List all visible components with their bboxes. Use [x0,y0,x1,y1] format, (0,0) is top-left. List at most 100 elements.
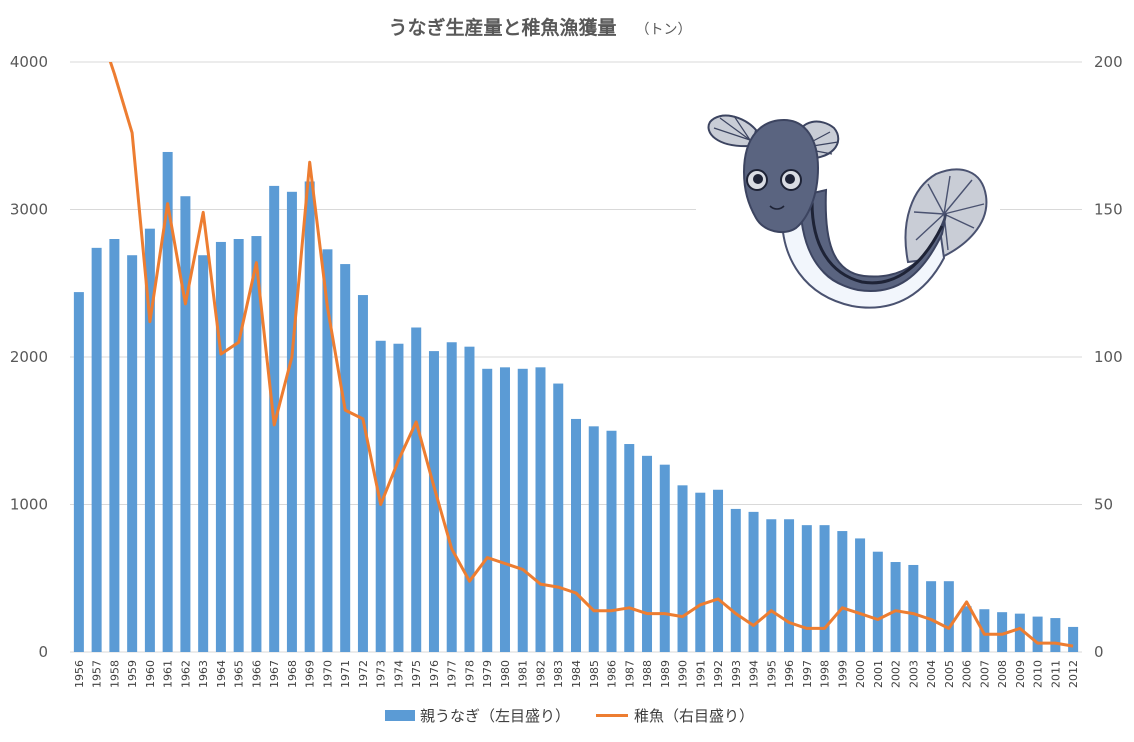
bar-1995 [766,519,777,652]
x-tick-label: 2010 [1032,660,1045,688]
x-tick-label: 1986 [606,660,619,688]
y-left-tick-label: 3000 [10,201,48,219]
bar-1992 [713,489,724,652]
bar-1970 [322,249,333,652]
x-tick-label: 1975 [410,660,423,688]
bar-1957 [91,247,102,652]
bar-1994 [748,511,759,652]
bar-1958 [109,239,120,652]
bar-1997 [801,525,812,652]
bar-1985 [588,426,599,652]
x-tick-label: 1972 [357,660,370,688]
x-tick-label: 1960 [144,660,157,688]
x-tick-label: 1996 [783,660,796,688]
bar-2000 [855,538,866,652]
bar-1969 [304,181,315,652]
bar-2002 [890,562,901,652]
bar-2001 [872,551,883,652]
x-tick-label: 1978 [463,660,476,688]
x-tick-label: 2008 [996,660,1009,688]
x-tick-label: 1993 [730,660,743,688]
legend: 親うなぎ（左目盛り） 稚魚（右目盛り） [385,707,754,725]
x-tick-label: 1985 [588,660,601,688]
eel-illustration [696,98,1000,326]
legend-label-line: 稚魚（右目盛り） [634,707,754,725]
chart-title-main: うなぎ生産量と稚魚漁獲量 [388,16,616,39]
x-tick-label: 2000 [854,660,867,688]
x-tick-label: 1988 [641,660,654,688]
bar-1976 [428,351,439,652]
y-axis-left: 0 1000 2000 3000 4000 [10,53,48,661]
y-left-tick-label: 4000 [10,53,48,71]
x-tick-label: 2005 [943,660,956,688]
x-tick-label: 2001 [872,660,885,688]
bar-1979 [482,368,493,652]
x-tick-label: 1999 [836,660,849,688]
bar-series-parent-eel [73,151,1079,653]
x-tick-label: 2009 [1014,660,1027,688]
eel-dorsal-line [810,201,944,285]
line-series-elvers [108,62,1074,648]
x-tick-label: 1983 [552,660,565,688]
x-tick-label: 1968 [286,660,299,688]
bar-1973 [375,340,386,652]
x-tick-label: 2007 [978,660,991,688]
x-tick-label: 2011 [1049,660,1062,688]
bar-1993 [730,508,741,652]
bar-1983 [553,383,564,652]
y-right-tick-label: 0 [1094,643,1104,661]
x-tick-label: 1966 [250,660,263,688]
bar-1980 [499,367,510,652]
x-tick-label: 1958 [108,660,121,688]
bar-1965 [233,239,244,652]
x-tick-label: 1979 [481,660,494,688]
x-tick-label: 1957 [91,660,104,688]
x-tick-label: 1992 [712,660,725,688]
x-tick-label: 2012 [1067,660,1080,688]
x-tick-label: 1982 [534,660,547,688]
bar-1956 [73,292,84,652]
x-tick-label: 1974 [392,660,405,688]
bar-2012 [1068,626,1079,652]
tail-fin-rays [913,175,985,251]
x-tick-label: 2006 [961,660,974,688]
bar-2007 [979,609,990,652]
bar-2009 [1014,613,1025,652]
x-tick-label: 1956 [73,660,86,688]
bar-1999 [837,531,848,652]
bar-1975 [411,327,422,652]
x-tick-label: 1963 [197,660,210,688]
bar-1986 [606,430,617,652]
bar-1987 [624,444,635,652]
eel-left-pupil [753,174,763,184]
bar-1990 [677,485,688,652]
x-tick-label: 1971 [339,660,352,688]
bar-2011 [1050,618,1061,652]
chart-title: うなぎ生産量と稚魚漁獲量 （トン） [388,16,691,39]
x-axis: 1956 1957 1958 1959 1960 1961 1962 1963 1964 1965… [73,660,1080,688]
bar-1959 [127,255,138,652]
y-right-tick-label: 200 [1094,53,1123,71]
x-tick-label: 1981 [517,660,530,688]
x-tick-label: 1976 [428,660,441,688]
y-axis-right: 0 50 100 150 200 [1094,53,1123,661]
x-tick-label: 1965 [233,660,246,688]
x-tick-label: 1961 [162,660,175,688]
x-tick-label: 1984 [570,660,583,688]
x-tick-label: 1990 [677,660,690,688]
bar-1988 [642,455,653,652]
x-tick-label: 1973 [375,660,388,688]
x-tick-label: 2003 [907,660,920,688]
x-tick-label: 1995 [765,660,778,688]
bar-1962 [180,196,191,652]
y-right-tick-label: 100 [1094,348,1123,366]
eel-mouth [769,205,785,210]
bar-2006 [961,606,972,652]
bar-1960 [144,228,155,653]
y-left-tick-label: 0 [38,643,48,661]
x-tick-label: 1997 [801,660,814,688]
x-tick-label: 1991 [694,660,707,688]
bar-1981 [517,368,528,652]
y-right-tick-label: 150 [1094,201,1123,219]
